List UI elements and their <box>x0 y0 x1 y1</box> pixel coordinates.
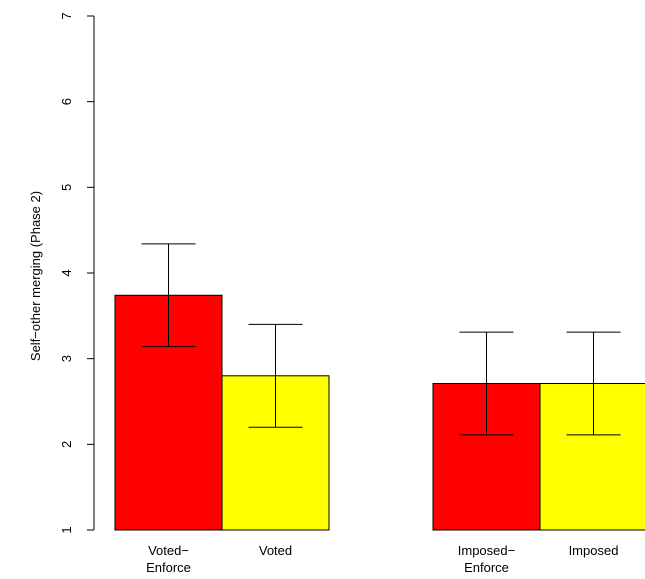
category-label: Voted− Enforce <box>146 543 191 575</box>
category-label: Voted <box>259 543 292 558</box>
category-label: Imposed <box>569 543 619 558</box>
y-tick-label: 3 <box>59 355 74 362</box>
bar <box>539 383 645 531</box>
y-tick-label: 1 <box>59 526 74 533</box>
category-label: Imposed− Enforce <box>458 543 515 575</box>
bars <box>114 243 645 531</box>
y-tick-label: 2 <box>59 441 74 448</box>
y-tick-label: 6 <box>59 98 74 105</box>
y-tick-label: 5 <box>59 184 74 191</box>
category-labels: Voted− Enforce Voted Imposed− Enforce Imposed <box>146 543 618 575</box>
y-axis-title: Self−other merging (Phase 2) <box>28 191 43 361</box>
y-tick-label: 7 <box>59 12 74 19</box>
y-axis: 1 2 3 4 5 6 7 <box>59 12 95 534</box>
y-tick-label: 4 <box>59 269 74 276</box>
